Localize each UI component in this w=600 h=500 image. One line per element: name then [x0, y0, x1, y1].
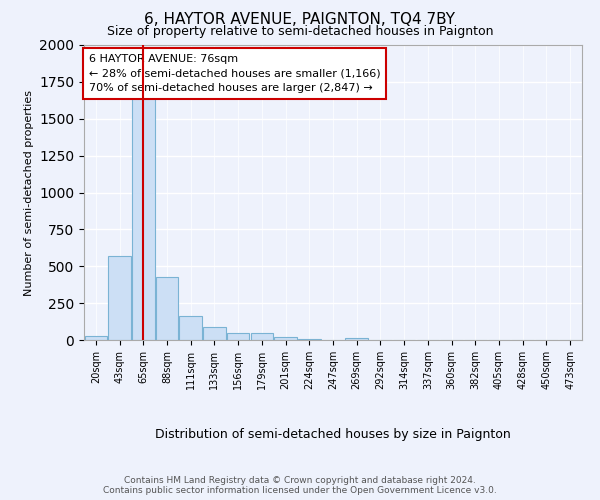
- Bar: [203, 326, 226, 340]
- Text: Size of property relative to semi-detached houses in Paignton: Size of property relative to semi-detach…: [107, 25, 493, 38]
- Bar: [109, 256, 131, 340]
- Bar: [251, 334, 273, 340]
- Bar: [132, 92, 155, 340]
- Text: 6 HAYTOR AVENUE: 76sqm
← 28% of semi-detached houses are smaller (1,166)
70% of : 6 HAYTOR AVENUE: 76sqm ← 28% of semi-det…: [89, 54, 380, 94]
- Bar: [298, 338, 320, 340]
- Bar: [179, 316, 202, 340]
- Bar: [227, 334, 250, 340]
- Bar: [85, 336, 107, 340]
- Bar: [346, 338, 368, 340]
- Bar: [156, 276, 178, 340]
- X-axis label: Distribution of semi-detached houses by size in Paignton: Distribution of semi-detached houses by …: [155, 428, 511, 441]
- Text: Contains HM Land Registry data © Crown copyright and database right 2024.
Contai: Contains HM Land Registry data © Crown c…: [103, 476, 497, 495]
- Y-axis label: Number of semi-detached properties: Number of semi-detached properties: [23, 90, 34, 296]
- Text: 6, HAYTOR AVENUE, PAIGNTON, TQ4 7BY: 6, HAYTOR AVENUE, PAIGNTON, TQ4 7BY: [145, 12, 455, 28]
- Bar: [274, 337, 297, 340]
